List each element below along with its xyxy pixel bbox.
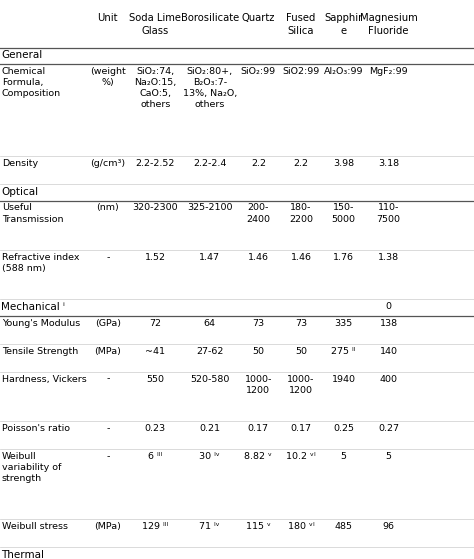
Text: Weibull
variability of
strength: Weibull variability of strength	[2, 452, 61, 483]
Text: 0.21: 0.21	[199, 424, 220, 433]
Text: 3.18: 3.18	[378, 159, 399, 168]
Text: Magnesium
Fluoride: Magnesium Fluoride	[360, 13, 418, 36]
Text: -: -	[106, 253, 109, 262]
Text: SiO₂:99: SiO₂:99	[241, 67, 276, 76]
Text: 325-2100: 325-2100	[187, 203, 232, 212]
Text: (weight
%): (weight %)	[90, 67, 126, 87]
Text: 110-
7500: 110- 7500	[377, 203, 401, 224]
Text: -: -	[106, 452, 109, 461]
Text: 485: 485	[335, 522, 353, 531]
Text: 73: 73	[295, 319, 307, 328]
Text: 180-
2200: 180- 2200	[289, 203, 313, 224]
Text: 8.82 ᵛ: 8.82 ᵛ	[244, 452, 273, 461]
Text: 71 ᴵᵛ: 71 ᴵᵛ	[200, 522, 220, 531]
Text: 200-
2400: 200- 2400	[246, 203, 270, 224]
Text: 10.2 ᵛᴵ: 10.2 ᵛᴵ	[286, 452, 316, 461]
Text: 5: 5	[386, 452, 392, 461]
Text: Soda Lime
Glass: Soda Lime Glass	[129, 13, 181, 36]
Text: 50: 50	[295, 347, 307, 356]
Text: 72: 72	[149, 319, 161, 328]
Text: 320-2300: 320-2300	[132, 203, 178, 212]
Text: Poisson's ratio: Poisson's ratio	[2, 424, 70, 433]
Text: 0: 0	[386, 302, 392, 311]
Text: Hardness, Vickers: Hardness, Vickers	[2, 375, 87, 383]
Text: 2.2-2.4: 2.2-2.4	[193, 159, 227, 168]
Text: 2.2: 2.2	[293, 159, 309, 168]
Text: Young's Modulus: Young's Modulus	[2, 319, 80, 328]
Text: 180 ᵛᴵ: 180 ᵛᴵ	[288, 522, 314, 531]
Text: 3.98: 3.98	[333, 159, 354, 168]
Text: 30 ᴵᵛ: 30 ᴵᵛ	[199, 452, 220, 461]
Text: 550: 550	[146, 375, 164, 383]
Text: Unit: Unit	[98, 13, 118, 23]
Text: Weibull stress: Weibull stress	[2, 522, 68, 531]
Text: 64: 64	[204, 319, 216, 328]
Text: (MPa): (MPa)	[94, 522, 121, 531]
Text: 73: 73	[252, 319, 264, 328]
Text: Fused
Silica: Fused Silica	[286, 13, 316, 36]
Text: Chemical
Formula,
Composition: Chemical Formula, Composition	[2, 67, 61, 98]
Text: Density: Density	[2, 159, 38, 168]
Text: SiO₂:74,
Na₂O:15,
CaO:5,
others: SiO₂:74, Na₂O:15, CaO:5, others	[134, 67, 176, 110]
Text: Tensile Strength: Tensile Strength	[2, 347, 78, 356]
Text: 1000-
1200: 1000- 1200	[287, 375, 315, 395]
Text: 335: 335	[335, 319, 353, 328]
Text: 1.52: 1.52	[145, 253, 166, 262]
Text: 0.17: 0.17	[291, 424, 311, 433]
Text: 150-
5000: 150- 5000	[332, 203, 356, 224]
Text: General: General	[1, 50, 42, 60]
Text: (MPa): (MPa)	[94, 347, 121, 356]
Text: 0.17: 0.17	[248, 424, 269, 433]
Text: 27-62: 27-62	[196, 347, 223, 356]
Text: 50: 50	[252, 347, 264, 356]
Text: ~41: ~41	[145, 347, 165, 356]
Text: SiO₂:80+,
B₂O₃:7-
13%, Na₂O,
others: SiO₂:80+, B₂O₃:7- 13%, Na₂O, others	[182, 67, 237, 110]
Text: -: -	[106, 424, 109, 433]
Text: 5: 5	[341, 452, 346, 461]
Text: Sapphir
e: Sapphir e	[325, 13, 363, 36]
Text: 96: 96	[383, 522, 395, 531]
Text: SiO2:99: SiO2:99	[283, 67, 319, 76]
Text: Borosilicate: Borosilicate	[181, 13, 239, 23]
Text: Refractive index
(588 nm): Refractive index (588 nm)	[2, 253, 80, 273]
Text: Quartz: Quartz	[242, 13, 275, 23]
Text: Mechanical ⁱ: Mechanical ⁱ	[1, 302, 65, 312]
Text: 1940: 1940	[332, 375, 356, 383]
Text: 1.47: 1.47	[199, 253, 220, 262]
Text: 275 ᴵᴵ: 275 ᴵᴵ	[331, 347, 356, 356]
Text: Useful
Transmission: Useful Transmission	[2, 203, 64, 224]
Text: 0.25: 0.25	[333, 424, 354, 433]
Text: 138: 138	[380, 319, 398, 328]
Text: -: -	[106, 375, 109, 383]
Text: 6 ᴵᴵᴵ: 6 ᴵᴵᴵ	[148, 452, 163, 461]
Text: 2.2: 2.2	[251, 159, 266, 168]
Text: (nm): (nm)	[97, 203, 119, 212]
Text: 115 ᵛ: 115 ᵛ	[246, 522, 271, 531]
Text: 140: 140	[380, 347, 398, 356]
Text: (g/cm³): (g/cm³)	[90, 159, 126, 168]
Text: Al₂O₃:99: Al₂O₃:99	[324, 67, 364, 76]
Text: 520-580: 520-580	[190, 375, 229, 383]
Text: (GPa): (GPa)	[95, 319, 121, 328]
Text: 0.23: 0.23	[145, 424, 166, 433]
Text: 400: 400	[380, 375, 398, 383]
Text: 0.27: 0.27	[378, 424, 399, 433]
Text: 1.76: 1.76	[333, 253, 354, 262]
Text: Optical: Optical	[1, 187, 38, 197]
Text: 1000-
1200: 1000- 1200	[245, 375, 272, 395]
Text: 1.46: 1.46	[291, 253, 311, 262]
Text: Thermal: Thermal	[1, 550, 44, 559]
Text: 1.38: 1.38	[378, 253, 399, 262]
Text: 2.2-2.52: 2.2-2.52	[136, 159, 175, 168]
Text: 1.46: 1.46	[248, 253, 269, 262]
Text: MgF₂:99: MgF₂:99	[369, 67, 408, 76]
Text: 129 ᴵᴵᴵ: 129 ᴵᴵᴵ	[142, 522, 168, 531]
